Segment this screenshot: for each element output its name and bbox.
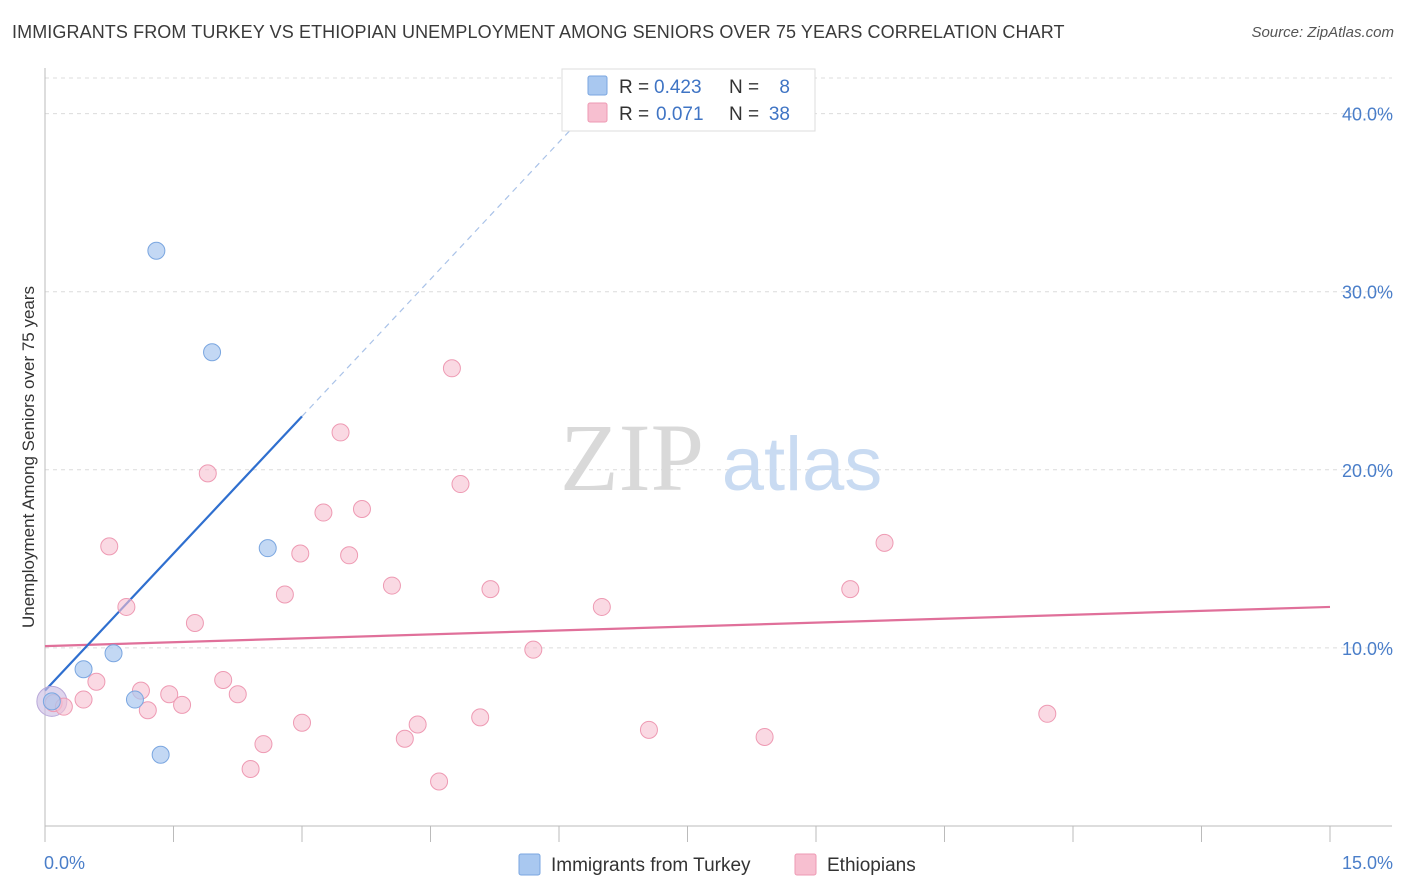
data-point-ethiopians: [875, 533, 894, 552]
x-tick-label-max: 15.0%: [1342, 853, 1393, 873]
bottom-legend: Immigrants from Turkey Ethiopians: [518, 853, 916, 876]
data-point-ethiopians: [138, 701, 157, 720]
trend-line-ethiopians: [44, 605, 1331, 648]
data-point-turkey: [42, 692, 61, 711]
data-point-ethiopians: [639, 720, 658, 739]
data-point-ethiopians: [755, 727, 774, 746]
data-point-turkey: [104, 644, 123, 663]
data-point-ethiopians: [442, 359, 461, 378]
data-point-ethiopians: [841, 580, 860, 599]
data-point-ethiopians: [471, 708, 490, 727]
watermark: ZIP atlas: [560, 404, 882, 511]
data-point-ethiopians: [74, 690, 93, 709]
y-axis-label: Unemployment Among Seniors over 75 years: [19, 286, 38, 628]
data-point-ethiopians: [100, 537, 119, 556]
data-point-ethiopians: [481, 580, 500, 599]
data-point-ethiopians: [241, 760, 260, 779]
gridlines: [45, 77, 1392, 649]
bottom-legend-swatch-ethiopians: [794, 853, 817, 876]
data-point-ethiopians: [291, 544, 310, 563]
data-point-ethiopians: [592, 597, 611, 616]
data-point-ethiopians: [408, 715, 427, 734]
data-point-turkey: [74, 660, 93, 679]
data-point-ethiopians: [331, 423, 350, 442]
data-point-ethiopians: [293, 713, 311, 732]
data-point-turkey: [147, 241, 166, 260]
axes: [44, 68, 1392, 842]
legend-swatch-turkey: [587, 75, 608, 96]
data-point-ethiopians: [117, 597, 136, 616]
bottom-legend-label-ethiopians: Ethiopians: [827, 855, 916, 876]
bottom-legend-label-turkey: Immigrants from Turkey: [551, 855, 751, 876]
data-point-ethiopians: [228, 685, 247, 704]
legend-r-label: R =: [619, 104, 649, 125]
data-point-ethiopians: [173, 695, 192, 714]
y-tick-label: 30.0%: [1342, 283, 1393, 303]
watermark-atlas: atlas: [722, 422, 883, 507]
trend-lines: [44, 123, 1331, 692]
y-tick-label: 10.0%: [1342, 639, 1393, 659]
data-point-ethiopians: [524, 640, 543, 659]
tick-labels: 10.0% 20.0% 30.0% 40.0% 0.0% 15.0%: [44, 105, 1393, 873]
source-label: Source: ZipAtlas.com: [1251, 24, 1394, 41]
trend-line-turkey-extension: [301, 123, 577, 417]
bottom-legend-swatch-turkey: [518, 853, 541, 876]
legend-r-value-turkey: 0.423: [654, 77, 702, 98]
data-point-turkey: [203, 343, 222, 362]
data-point-ethiopians: [340, 546, 359, 565]
data-point-ethiopians: [254, 735, 273, 754]
data-point-turkey: [125, 690, 144, 709]
legend-r-label: R =: [619, 77, 649, 98]
x-tick-label-min: 0.0%: [44, 853, 85, 873]
data-point-ethiopians: [185, 613, 204, 632]
data-point-ethiopians: [160, 685, 179, 704]
data-point-ethiopians: [198, 464, 217, 483]
legend: R = 0.423 N = 8 R = 0.071 N = 38: [561, 68, 816, 132]
legend-n-label: N =: [729, 104, 759, 125]
y-tick-label: 40.0%: [1342, 105, 1393, 125]
data-points: [36, 241, 1057, 791]
data-point-turkey: [151, 745, 170, 764]
data-point-ethiopians: [1038, 704, 1057, 723]
data-point-ethiopians: [314, 503, 333, 522]
legend-n-value-turkey: 8: [779, 77, 790, 98]
legend-n-value-ethiopians: 38: [769, 104, 790, 125]
data-point-ethiopians: [395, 729, 414, 748]
trend-line-turkey: [44, 415, 303, 692]
legend-n-label: N =: [729, 77, 759, 98]
y-tick-label: 20.0%: [1342, 461, 1393, 481]
data-point-ethiopians: [382, 576, 401, 595]
watermark-zip: ZIP: [560, 404, 704, 511]
data-point-turkey: [258, 539, 277, 558]
legend-swatch-ethiopians: [587, 102, 608, 123]
data-point-ethiopians: [214, 670, 233, 689]
legend-r-value-ethiopians: 0.071: [656, 104, 704, 125]
data-point-ethiopians: [352, 499, 371, 518]
data-point-ethiopians: [275, 585, 294, 604]
chart-title: IMMIGRANTS FROM TURKEY VS ETHIOPIAN UNEM…: [12, 22, 1065, 42]
data-point-ethiopians: [87, 672, 106, 691]
data-point-ethiopians: [430, 772, 449, 791]
data-point-ethiopians: [451, 475, 470, 494]
